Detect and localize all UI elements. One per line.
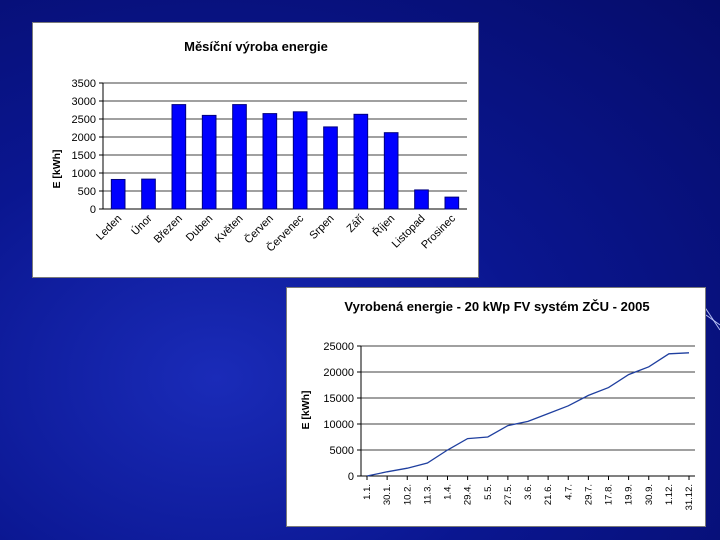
y-tick-label: 3000 xyxy=(72,96,96,108)
bar-Březen xyxy=(171,104,187,210)
bar-Únor xyxy=(141,178,156,210)
y-tick-label: 20000 xyxy=(323,367,354,379)
bar-Leden xyxy=(110,178,126,210)
x-tick-label: Prosinec xyxy=(419,212,458,251)
bar-Červen xyxy=(262,113,278,210)
y-tick-label: 0 xyxy=(348,471,354,483)
x-tick-label: 1.4. xyxy=(443,484,454,500)
bar-Duben xyxy=(201,114,217,210)
bar-Listopad xyxy=(414,189,429,210)
x-tick-label: 17.8. xyxy=(604,484,615,505)
y-tick-label: 15000 xyxy=(323,393,354,405)
x-tick-label: 1.12. xyxy=(664,484,675,505)
y-tick-label: 2500 xyxy=(72,114,96,126)
y-tick-label: 3500 xyxy=(72,78,96,90)
x-tick-label: Květen xyxy=(213,213,246,246)
x-tick-label: 3.6. xyxy=(523,484,534,500)
x-tick-label: 31.12. xyxy=(684,484,695,510)
cumulative-energy-chart: Vyrobená energie - 20 kWp FV systém ZČU … xyxy=(286,287,706,527)
chart-title: Vyrobená energie - 20 kWp FV systém ZČU … xyxy=(344,299,649,314)
bar-Září xyxy=(353,113,369,210)
y-axis-label: E [kWh] xyxy=(51,149,63,188)
bar-Červenec xyxy=(292,111,308,210)
x-tick-label: 21.6. xyxy=(543,484,554,505)
x-tick-label: Duben xyxy=(184,213,215,244)
x-tick-label: 30.1. xyxy=(382,484,393,505)
x-tick-label: 10.2. xyxy=(402,484,413,505)
x-tick-label: Březen xyxy=(152,213,185,246)
x-tick-label: Září xyxy=(345,213,367,235)
chart-title: Měsíční výroba energie xyxy=(184,39,328,54)
x-tick-label: 29.7. xyxy=(583,484,594,505)
y-axis-label: E [kWh] xyxy=(300,390,312,429)
cumulative-energy-chart-svg: Vyrobená energie - 20 kWp FV systém ZČU … xyxy=(300,299,695,510)
y-tick-label: 1000 xyxy=(72,168,96,180)
x-tick-label: 5.5. xyxy=(483,484,494,500)
y-tick-label: 25000 xyxy=(323,341,354,353)
x-tick-label: Srpen xyxy=(307,213,336,242)
y-tick-label: 2000 xyxy=(72,132,96,144)
x-tick-label: Únor xyxy=(129,212,155,238)
x-tick-label: 19.9. xyxy=(624,484,635,505)
x-tick-label: 30.9. xyxy=(644,484,655,505)
x-tick-label: Leden xyxy=(94,213,124,243)
x-tick-label: 4.7. xyxy=(563,484,574,500)
x-tick-label: Říjen xyxy=(370,212,397,239)
bar-Srpen xyxy=(323,126,338,210)
x-tick-label: 11.3. xyxy=(422,484,433,504)
bar-Prosinec xyxy=(444,196,460,210)
monthly-energy-chart: Měsíční výroba energie E [kWh] 0 500 1000 1… xyxy=(32,22,479,278)
monthly-energy-chart-svg: Měsíční výroba energie E [kWh] 0 500 1000 1… xyxy=(51,39,467,254)
x-tick-label: 27.5. xyxy=(503,484,514,505)
y-tick-label: 500 xyxy=(78,186,96,198)
bar-Květen xyxy=(232,104,247,210)
y-tick-label: 5000 xyxy=(330,445,354,457)
x-tick-label: 1.1. xyxy=(362,484,373,500)
y-tick-label: 0 xyxy=(90,204,96,216)
series-line xyxy=(366,352,690,477)
y-tick-label: 1500 xyxy=(72,150,96,162)
bar-Říjen xyxy=(383,132,399,210)
y-tick-label: 10000 xyxy=(323,419,354,431)
x-tick-label: 29.4. xyxy=(463,484,474,505)
